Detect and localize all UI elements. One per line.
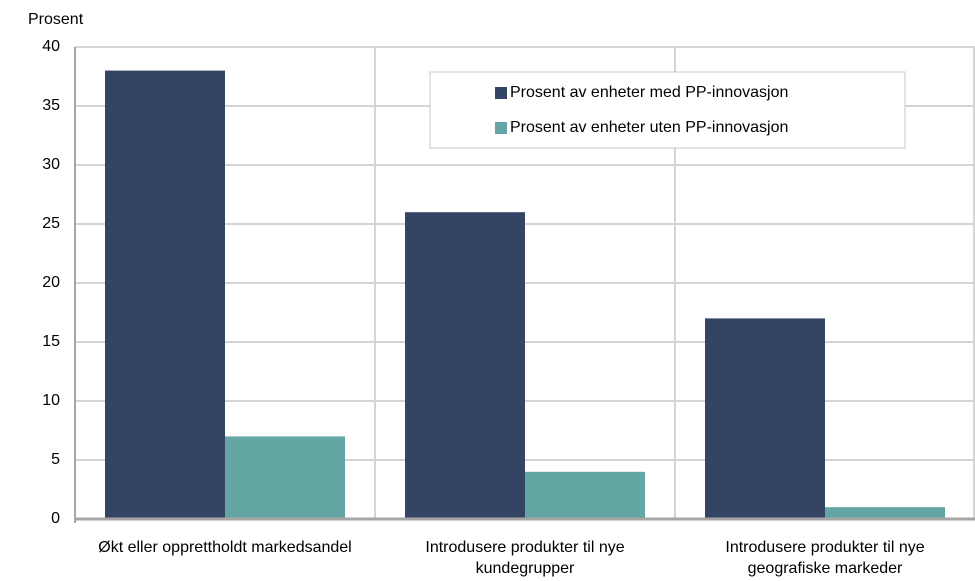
bar: [825, 507, 945, 519]
y-tick-label: 35: [42, 97, 60, 114]
legend-label: Prosent av enheter med PP-innovasjon: [510, 84, 788, 101]
x-tick-label: Introdusere produkter til nye geografisk…: [725, 539, 925, 577]
y-tick-label: 0: [51, 510, 60, 527]
legend-swatch: [495, 87, 507, 99]
y-tick-label: 30: [42, 156, 60, 173]
y-tick-label: 15: [42, 333, 60, 350]
bar: [525, 471, 645, 519]
legend-box: [429, 71, 906, 149]
bar: [705, 318, 825, 519]
bar: [405, 212, 525, 519]
y-tick-label: 20: [42, 274, 60, 291]
y-tick-label: 5: [51, 451, 60, 468]
legend-label: Prosent av enheter uten PP-innovasjon: [510, 119, 788, 136]
x-tick-label: Introdusere produkter til nye kundegrupp…: [425, 539, 625, 577]
y-tick-label: 40: [42, 38, 60, 55]
legend-swatch: [495, 122, 507, 134]
bar: [225, 436, 345, 519]
y-tick-label: 25: [42, 215, 60, 232]
bar: [105, 70, 225, 519]
y-axis-label: Prosent: [28, 11, 84, 28]
y-tick-label: 10: [42, 392, 60, 409]
x-tick-label: Økt eller opprettholdt markedsandel: [98, 539, 352, 556]
